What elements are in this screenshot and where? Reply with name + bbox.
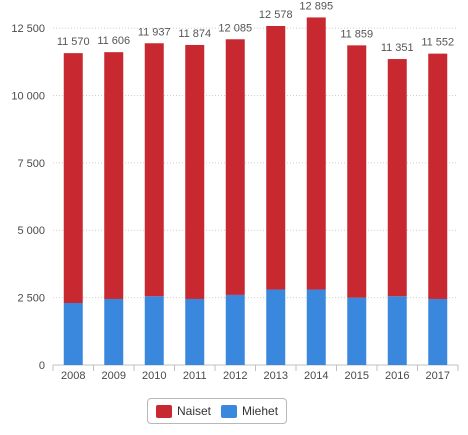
total-data-label: 11 552 <box>421 37 454 49</box>
bar-miehet[interactable] <box>63 303 83 365</box>
legend: Naiset Miehet <box>147 398 288 424</box>
legend-label-naiset: Naiset <box>177 404 212 418</box>
x-tick-label: 2013 <box>264 370 288 382</box>
x-tick-label: 2014 <box>304 370 328 382</box>
x-tick-label: 2015 <box>345 370 369 382</box>
y-tick-label: 0 <box>39 360 45 372</box>
total-data-label: 11 859 <box>340 28 373 40</box>
bar-naiset[interactable] <box>104 52 124 299</box>
bar-miehet[interactable] <box>347 297 367 365</box>
bar-naiset[interactable] <box>347 45 367 298</box>
x-tick-label: 2010 <box>142 370 166 382</box>
bar-miehet[interactable] <box>104 298 124 365</box>
bar-naiset[interactable] <box>144 43 164 297</box>
legend-item-naiset[interactable]: Naiset <box>156 404 211 418</box>
bar-naiset[interactable] <box>63 53 83 304</box>
x-tick-label: 2017 <box>426 370 450 382</box>
bar-miehet[interactable] <box>266 289 286 365</box>
x-tick-label: 2016 <box>385 370 409 382</box>
y-tick-label: 12 500 <box>11 23 45 35</box>
x-tick-label: 2009 <box>102 370 126 382</box>
total-data-label: 11 874 <box>178 28 211 40</box>
y-tick-label: 5 000 <box>17 225 45 237</box>
y-tick-label: 7 500 <box>17 158 45 170</box>
legend-swatch-miehet <box>221 404 238 418</box>
legend-swatch-naiset <box>156 404 172 418</box>
y-tick-label: 2 500 <box>17 293 45 305</box>
bar-naiset[interactable] <box>185 44 205 299</box>
x-tick-label: 2008 <box>61 370 85 382</box>
x-tick-label: 2012 <box>223 370 247 382</box>
bars <box>63 17 448 365</box>
bar-naiset[interactable] <box>225 39 245 295</box>
x-tick-label: 2011 <box>183 370 207 382</box>
total-data-label: 11 606 <box>97 35 130 47</box>
bar-miehet[interactable] <box>225 294 245 365</box>
bar-miehet[interactable] <box>306 289 326 365</box>
bar-naiset[interactable] <box>266 25 286 290</box>
bar-miehet[interactable] <box>387 296 407 365</box>
bar-miehet[interactable] <box>185 298 205 365</box>
total-data-label: 11 570 <box>57 36 90 48</box>
total-data-label: 11 351 <box>381 42 414 54</box>
bar-naiset[interactable] <box>306 17 326 290</box>
bar-miehet[interactable] <box>144 296 164 365</box>
total-data-label: 12 578 <box>259 9 293 21</box>
y-tick-label: 10 000 <box>11 90 45 102</box>
total-data-label: 11 937 <box>138 26 171 38</box>
legend-item-miehet[interactable]: Miehet <box>221 404 278 418</box>
bar-naiset[interactable] <box>387 59 407 297</box>
bar-naiset[interactable] <box>428 53 448 299</box>
legend-label-miehet: Miehet <box>242 404 279 418</box>
bar-miehet[interactable] <box>428 298 448 365</box>
total-data-label: 12 895 <box>299 0 333 12</box>
total-data-label: 12 085 <box>218 22 252 34</box>
